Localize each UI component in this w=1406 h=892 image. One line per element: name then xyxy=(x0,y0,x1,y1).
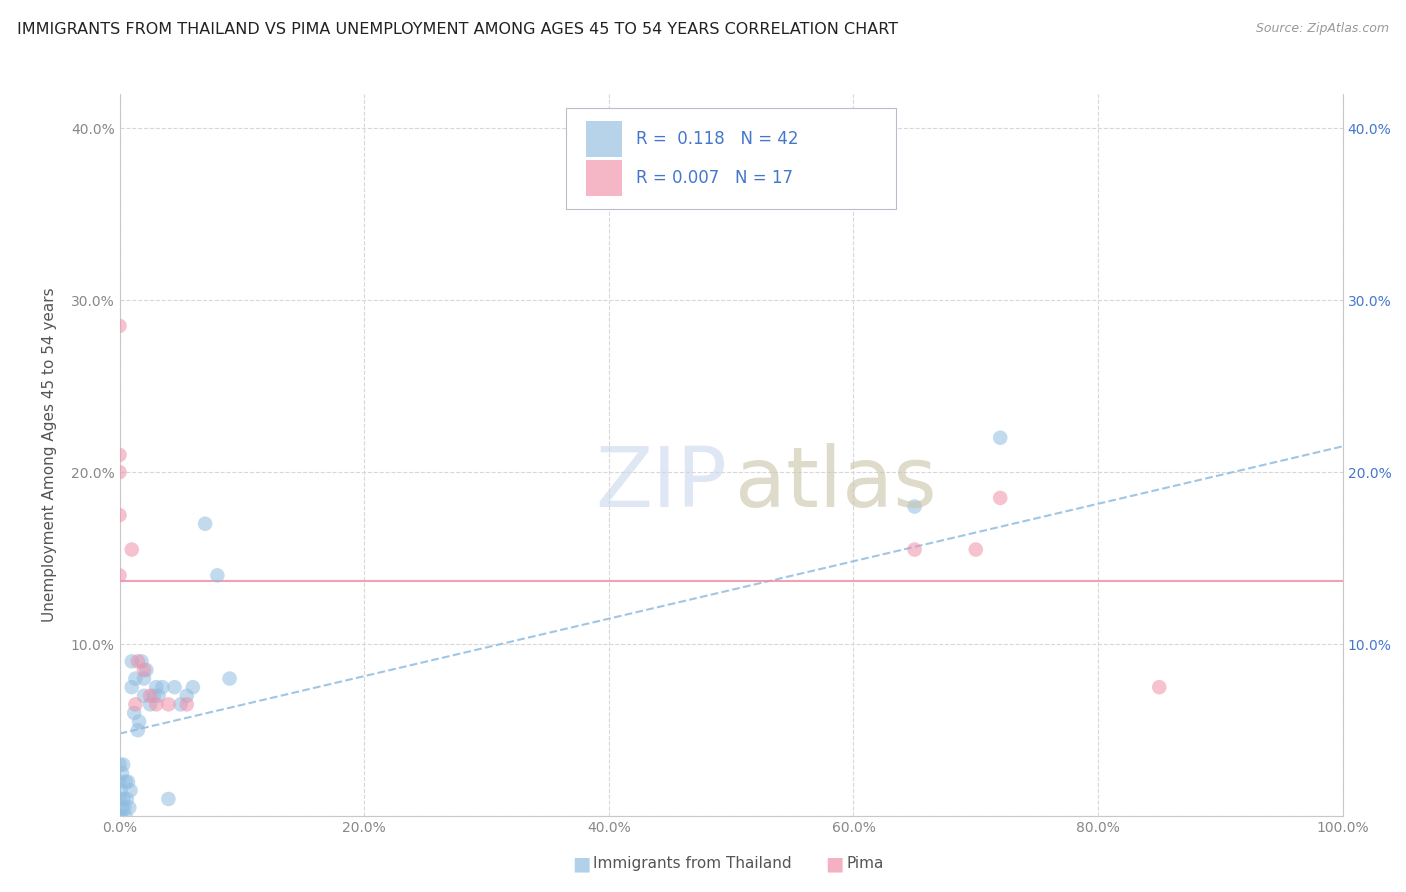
Point xyxy=(122,706,145,720)
Text: R = 0.007   N = 17: R = 0.007 N = 17 xyxy=(636,169,793,187)
Point xyxy=(988,491,1011,505)
Point xyxy=(207,568,229,582)
Text: ■: ■ xyxy=(825,854,844,873)
Point xyxy=(142,689,165,703)
Point xyxy=(112,792,135,806)
Text: Source: ZipAtlas.com: Source: ZipAtlas.com xyxy=(1256,22,1389,36)
Point xyxy=(114,809,136,823)
Point xyxy=(988,431,1011,445)
Point xyxy=(118,800,141,814)
Point xyxy=(121,542,143,557)
Point xyxy=(145,680,167,694)
Point xyxy=(121,680,143,694)
Text: R =  0.118   N = 42: R = 0.118 N = 42 xyxy=(636,130,799,148)
Point xyxy=(127,723,149,738)
Point xyxy=(163,680,186,694)
Point xyxy=(1149,680,1171,694)
Point xyxy=(169,698,191,712)
Text: Immigrants from Thailand: Immigrants from Thailand xyxy=(593,856,792,871)
Point xyxy=(108,448,131,462)
Point xyxy=(132,672,155,686)
Text: ■: ■ xyxy=(572,854,591,873)
Point xyxy=(150,680,173,694)
Text: IMMIGRANTS FROM THAILAND VS PIMA UNEMPLOYMENT AMONG AGES 45 TO 54 YEARS CORRELAT: IMMIGRANTS FROM THAILAND VS PIMA UNEMPLO… xyxy=(17,22,898,37)
FancyBboxPatch shape xyxy=(585,121,623,157)
Point xyxy=(194,516,217,531)
Point xyxy=(112,800,135,814)
Point xyxy=(108,465,131,479)
Point xyxy=(127,654,149,668)
Point xyxy=(176,698,198,712)
Point xyxy=(121,654,143,668)
Point xyxy=(111,766,134,780)
Point xyxy=(181,680,204,694)
FancyBboxPatch shape xyxy=(567,108,896,210)
Text: Pima: Pima xyxy=(846,856,884,871)
Point xyxy=(904,500,927,514)
Point xyxy=(120,783,142,797)
Point xyxy=(132,663,155,677)
FancyBboxPatch shape xyxy=(585,161,623,196)
Point xyxy=(135,663,157,677)
Point xyxy=(112,757,135,772)
Point xyxy=(110,809,132,823)
Point xyxy=(108,318,131,333)
Text: ZIP: ZIP xyxy=(596,443,727,524)
Point xyxy=(124,672,146,686)
Point xyxy=(117,774,139,789)
Point xyxy=(139,689,162,703)
Point xyxy=(145,698,167,712)
Point xyxy=(108,774,131,789)
Point xyxy=(176,689,198,703)
Point xyxy=(115,792,138,806)
Y-axis label: Unemployment Among Ages 45 to 54 years: Unemployment Among Ages 45 to 54 years xyxy=(42,287,56,623)
Point xyxy=(218,672,240,686)
Point xyxy=(108,792,131,806)
Point xyxy=(965,542,987,557)
Point xyxy=(108,508,131,523)
Point xyxy=(128,714,150,729)
Point xyxy=(157,698,180,712)
Point xyxy=(139,698,162,712)
Point xyxy=(108,568,131,582)
Text: atlas: atlas xyxy=(735,443,936,524)
Point xyxy=(108,809,131,823)
Point xyxy=(148,689,170,703)
Point xyxy=(124,698,146,712)
Point xyxy=(110,783,132,797)
Point xyxy=(111,800,134,814)
Point xyxy=(157,792,180,806)
Point xyxy=(132,689,155,703)
Point xyxy=(904,542,927,557)
Point xyxy=(108,757,131,772)
Point xyxy=(114,774,136,789)
Point xyxy=(131,654,153,668)
